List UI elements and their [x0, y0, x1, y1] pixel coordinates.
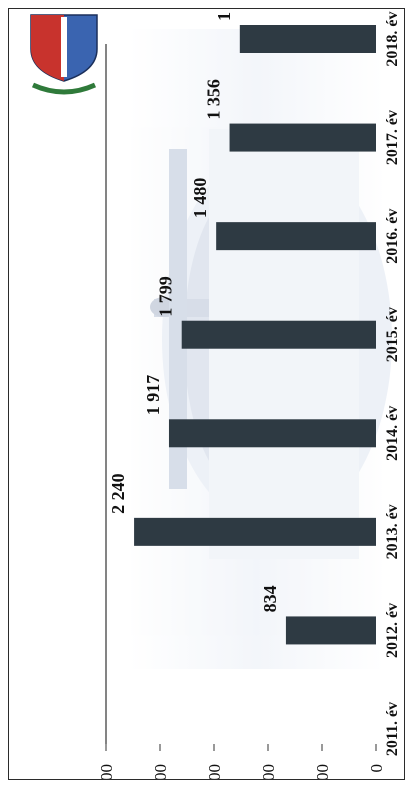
bar — [285, 616, 376, 645]
bars — [134, 25, 376, 645]
category-label: 2015. év — [384, 307, 401, 362]
value-axis-ticks: 0 500 1 000 1 500 2 000 2 500 — [97, 744, 386, 779]
category-label: 2016. év — [384, 209, 401, 264]
data-label: 834 — [260, 585, 280, 612]
tick-label: 1 000 — [259, 764, 278, 779]
data-label: 1 356 — [204, 79, 224, 120]
bar — [134, 517, 376, 546]
data-label: 1 799 — [156, 276, 176, 317]
bar — [229, 123, 376, 152]
bar — [216, 222, 376, 251]
bar — [168, 419, 376, 448]
category-label: 2017. év — [384, 110, 401, 165]
category-label: 2011. év — [384, 702, 401, 756]
category-label: 2014. év — [384, 406, 401, 461]
chart-frame: 0 500 1 000 1 500 2 000 2 500 2011. év 2012. é… — [8, 8, 405, 780]
category-label: 2013. év — [384, 504, 401, 559]
data-label: 1 917 — [143, 375, 163, 416]
bar-chart: 0 500 1 000 1 500 2 000 2 500 2011. év 2012. é… — [30, 9, 401, 779]
category-label: 2018. év — [384, 11, 401, 66]
category-labels: 2011. év 2012. év 2013. év 2014. év 2015. év… — [384, 11, 401, 756]
tick-label: 2 000 — [151, 764, 170, 779]
tick-label: 0 — [367, 764, 386, 773]
bar — [239, 25, 376, 53]
data-label: 2 240 — [108, 473, 128, 514]
tick-label: 1 500 — [205, 764, 224, 779]
data-label: 1 261 — [214, 9, 234, 21]
tick-label: 2 500 — [97, 764, 116, 779]
coat-of-arms-icon — [30, 14, 98, 95]
category-label: 2012. év — [384, 603, 401, 658]
data-label: 1 480 — [190, 178, 210, 219]
bar — [181, 320, 376, 349]
tick-label: 500 — [313, 764, 332, 779]
data-labels: 834 2 240 1 917 1 799 1 480 1 356 1 261 — [108, 9, 280, 612]
